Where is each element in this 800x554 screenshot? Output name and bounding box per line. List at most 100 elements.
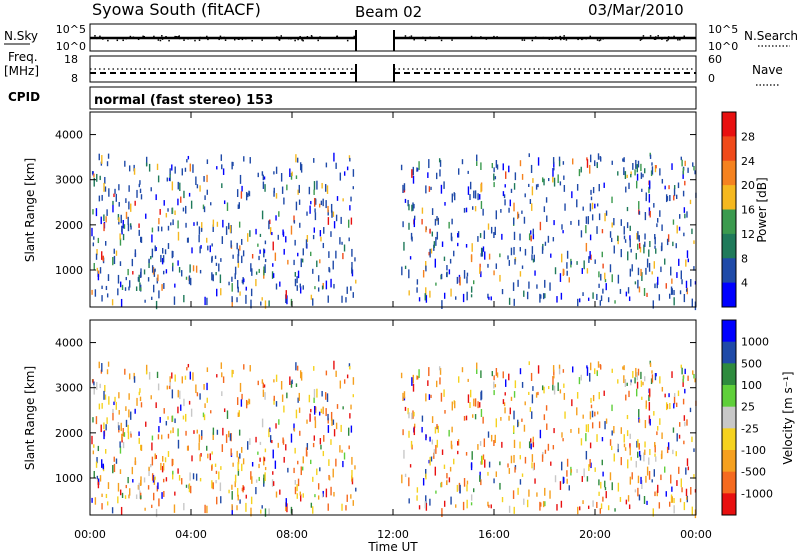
colorbar-tick-label: 20 [741,179,755,192]
range-gate-cell [352,186,354,190]
range-gate-cell [537,157,540,166]
range-gate-cell [144,507,146,511]
range-gate-cell [221,164,223,170]
nsky-sample [673,35,675,38]
range-gate-cell [557,174,559,184]
range-gate-cell [634,281,637,285]
range-gate-cell [466,499,468,509]
range-gate-cell [159,416,161,423]
range-gate-cell [687,466,690,471]
range-gate-cell [206,382,208,391]
range-gate-cell [646,466,649,476]
range-gate-cell [413,423,416,428]
range-gate-cell [550,253,552,258]
range-gate-cell [113,456,115,462]
range-gate-cell [517,419,519,428]
nsky-sample [451,37,454,39]
range-gate-cell [347,427,350,436]
range-gate-cell [643,495,646,504]
range-gate-cell [255,228,257,235]
range-gate-cell [623,167,625,176]
range-gate-cell [471,451,473,460]
range-gate-cell [599,508,602,514]
range-gate-cell [96,475,99,480]
range-gate-cell [249,230,251,237]
range-gate-cell [210,410,212,414]
range-gate-cell [189,485,192,494]
range-gate-cell [138,482,140,491]
range-gate-cell [183,398,185,407]
range-gate-cell [99,475,102,482]
range-gate-cell [206,159,209,165]
range-gate-cell [416,375,418,380]
range-gate-cell [290,225,293,235]
range-gate-cell [666,404,669,409]
range-gate-cell [93,262,95,270]
range-gate-cell [589,251,591,259]
range-gate-cell [332,260,334,270]
colorbar-segment [722,136,736,162]
nsky-sample [290,37,293,39]
range-gate-cell [549,282,551,291]
range-gate-cell [507,255,509,260]
range-gate-cell [201,222,203,231]
range-gate-cell [211,451,213,455]
range-gate-cell [685,288,688,292]
range-gate-cell [629,268,632,277]
range-gate-cell [305,447,308,457]
range-gate-cell [596,411,599,415]
range-gate-cell [281,394,284,402]
range-gate-cell [566,458,569,467]
range-gate-cell [101,194,103,201]
range-gate-cell [526,499,529,508]
range-gate-cell [245,286,247,291]
range-gate-cell [105,216,107,223]
range-gate-cell [296,157,299,163]
range-gate-cell [530,443,532,450]
range-gate-cell [462,293,465,303]
range-gate-cell [327,417,329,424]
range-gate-cell [685,280,688,289]
range-gate-cell [517,211,519,220]
range-gate-cell [261,505,263,509]
range-gate-cell [560,253,563,263]
range-gate-cell [484,459,486,468]
range-gate-cell [687,375,689,381]
range-gate-cell [173,296,176,305]
range-gate-cell [429,290,431,298]
freq-tick-top: 18 [64,53,78,66]
range-gate-cell [350,286,352,291]
range-gate-cell [435,172,438,180]
colorbar-tick-label: 500 [741,357,762,370]
range-gate-cell [241,393,243,400]
nsky-sample [596,39,599,41]
range-gate-cell [105,424,107,431]
range-gate-cell [125,406,127,411]
nsky-sample [177,36,180,38]
range-gate-cell [503,402,506,407]
range-gate-cell [556,296,558,303]
range-gate-cell [613,218,615,226]
range-gate-cell [120,298,123,308]
range-gate-cell [112,204,114,213]
range-gate-cell [467,378,469,382]
range-gate-cell [435,236,437,246]
range-gate-cell [106,293,109,298]
range-gate-cell [599,364,601,368]
range-gate-cell [517,213,520,218]
range-gate-cell [113,193,115,198]
range-gate-cell [105,285,108,291]
range-gate-cell [611,160,613,165]
range-gate-cell [283,456,285,463]
range-gate-cell [170,222,172,226]
range-gate-cell [586,159,589,168]
range-gate-cell [440,481,443,488]
range-gate-cell [480,247,483,257]
range-gate-cell [493,270,495,276]
range-gate-cell [186,159,188,163]
range-gate-cell [317,495,320,500]
range-gate-cell [299,494,302,502]
range-gate-cell [155,455,157,459]
range-gate-cell [566,250,569,259]
